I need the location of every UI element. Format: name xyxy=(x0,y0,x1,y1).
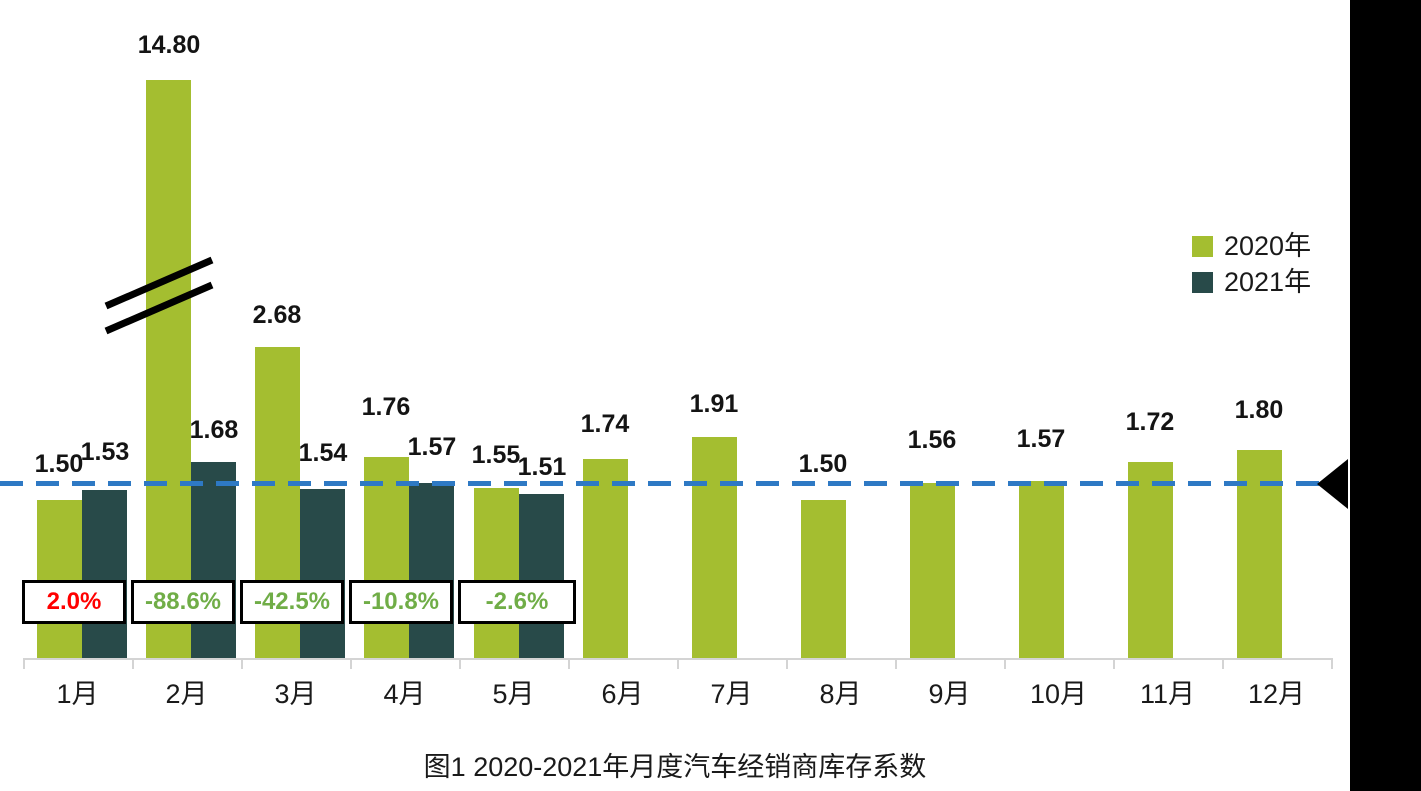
legend-swatch-2020-icon xyxy=(1192,235,1213,257)
change-value-4月: -10.8% xyxy=(362,588,440,615)
bar-2020-5月[interactable] xyxy=(474,488,519,660)
plot-area: 1.50 1.53 14.80 1.68 2.68 1.54 1.76 1.57… xyxy=(0,31,1348,709)
right-black-band xyxy=(1350,0,1421,791)
x-axis-label-10: 10月 xyxy=(1029,679,1088,709)
x-axis-tick xyxy=(1004,658,1006,669)
x-axis-tick xyxy=(786,658,788,669)
x-axis-label-3: 3月 xyxy=(274,679,317,709)
value-label-2021-5月: 1.51 xyxy=(517,453,567,481)
x-axis-tick xyxy=(459,658,461,669)
value-label-2020-11月: 1.72 xyxy=(1125,408,1175,436)
change-box-1月[interactable]: 2.0% xyxy=(22,580,126,624)
bar-2020-6月[interactable] xyxy=(583,459,628,660)
legend-swatch-2021-icon xyxy=(1192,271,1213,293)
x-axis-label-6: 6月 xyxy=(601,679,644,709)
value-label-2020-10月: 1.57 xyxy=(1016,425,1066,453)
bar-2020-2月[interactable] xyxy=(146,80,191,660)
x-axis-tick xyxy=(677,658,679,669)
x-axis-tick xyxy=(350,658,352,669)
bar-2020-9月[interactable] xyxy=(910,483,955,660)
figure-caption: 图1 2020-2021年月度汽车经销商库存系数 xyxy=(423,752,927,782)
bar-2021-4月[interactable] xyxy=(409,483,454,660)
value-label-2020-12月: 1.80 xyxy=(1234,396,1284,424)
x-axis-label-12: 12月 xyxy=(1247,679,1306,709)
x-axis-label-1: 1月 xyxy=(56,679,99,709)
x-axis-label-9: 9月 xyxy=(928,679,971,709)
value-label-2021-3月: 1.54 xyxy=(298,439,348,467)
x-axis-label-7: 7月 xyxy=(710,679,753,709)
value-label-2021-1月: 1.53 xyxy=(80,438,130,466)
value-label-2020-2月: 14.80 xyxy=(137,31,201,59)
axis-break-icon xyxy=(104,256,214,335)
bar-2021-2月[interactable] xyxy=(191,462,236,660)
change-value-1月: 2.0% xyxy=(46,588,102,615)
x-axis-tick xyxy=(241,658,243,669)
bar-2020-7月[interactable] xyxy=(692,437,737,660)
value-label-2020-3月: 2.68 xyxy=(252,301,302,329)
value-label-2020-6月: 1.74 xyxy=(580,410,630,438)
legend-item-2021[interactable]: 2021年 xyxy=(1192,264,1311,300)
x-axis-label-4: 4月 xyxy=(383,679,426,709)
bar-2020-10月[interactable] xyxy=(1019,481,1064,660)
x-axis-label-5: 5月 xyxy=(492,679,535,709)
x-axis-tick xyxy=(1222,658,1224,669)
change-value-3月: -42.5% xyxy=(253,588,331,615)
legend-label-2020: 2020年 xyxy=(1224,230,1312,261)
legend-label-2021: 2021年 xyxy=(1224,266,1312,297)
value-label-2020-4月: 1.76 xyxy=(361,393,411,421)
change-box-2月[interactable]: -88.6% xyxy=(131,580,235,624)
x-axis-tick xyxy=(1331,658,1333,669)
value-label-2020-9月: 1.56 xyxy=(907,426,957,454)
value-label-2021-4月: 1.57 xyxy=(407,433,457,461)
bar-2020-4月[interactable] xyxy=(364,457,409,660)
reference-line-marker-icon xyxy=(1317,459,1348,509)
change-value-5月: -2.6% xyxy=(485,588,549,615)
change-box-3月[interactable]: -42.5% xyxy=(240,580,344,624)
bar-2021-1月[interactable] xyxy=(82,490,127,660)
value-label-2020-8月: 1.50 xyxy=(798,450,848,478)
change-value-2月: -88.6% xyxy=(144,588,222,615)
x-axis-tick xyxy=(23,658,25,669)
value-label-2020-1月: 1.50 xyxy=(34,450,84,478)
bar-2020-11月[interactable] xyxy=(1128,462,1173,660)
legend: 2020年 2021年 xyxy=(1192,228,1311,300)
bar-2020-8月[interactable] xyxy=(801,500,846,660)
x-axis-tick xyxy=(132,658,134,669)
legend-item-2020[interactable]: 2020年 xyxy=(1192,228,1311,264)
bar-2021-3月[interactable] xyxy=(300,489,345,660)
x-axis-label-2: 2月 xyxy=(165,679,208,709)
x-axis-tick xyxy=(1113,658,1115,669)
x-axis-label-11: 11月 xyxy=(1139,679,1196,709)
value-label-2021-2月: 1.68 xyxy=(189,416,239,444)
change-box-4月[interactable]: -10.8% xyxy=(349,580,453,624)
reference-line xyxy=(0,481,1325,486)
value-label-2020-7月: 1.91 xyxy=(689,390,739,418)
x-axis-tick xyxy=(895,658,897,669)
value-label-2020-5月: 1.55 xyxy=(471,441,521,469)
bar-2021-5月[interactable] xyxy=(519,494,564,660)
change-box-5月[interactable]: -2.6% xyxy=(458,580,576,624)
x-axis-tick xyxy=(568,658,570,669)
x-axis-label-8: 8月 xyxy=(819,679,862,709)
